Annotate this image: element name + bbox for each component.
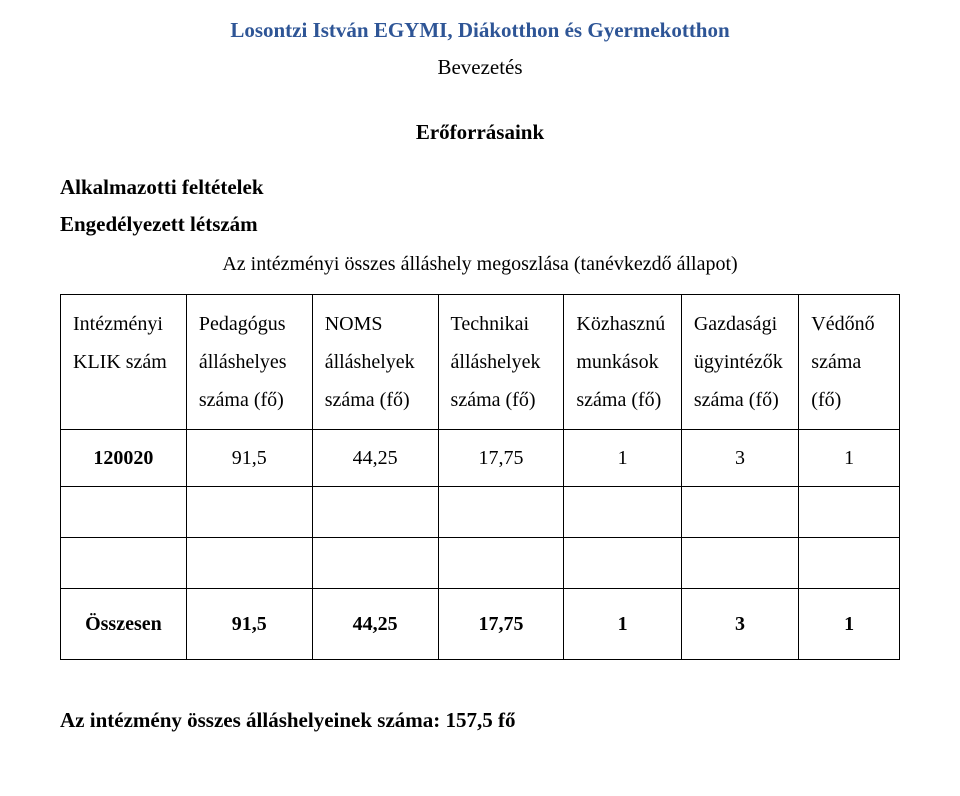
column-header-line: Közhasznú [576, 305, 668, 343]
table-header-row: IntézményiKLIK számPedagógusálláshelyess… [61, 295, 900, 430]
column-header-line: száma (fő) [811, 343, 887, 419]
table-empty-cell [564, 487, 681, 538]
column-header: IntézményiKLIK szám [61, 295, 187, 430]
table-cell: 1 [799, 430, 900, 487]
column-header-line: álláshelyes [199, 343, 300, 381]
subheading-employment: Alkalmazotti feltételek [60, 175, 900, 200]
table-footer-cell: 44,25 [312, 589, 438, 660]
positions-table: IntézményiKLIK számPedagógusálláshelyess… [60, 294, 900, 660]
table-empty-row [61, 538, 900, 589]
table-cell: 3 [681, 430, 798, 487]
table-footer-cell: 91,5 [186, 589, 312, 660]
column-header-line: Gazdasági [694, 305, 786, 343]
table-caption: Az intézményi összes álláshely megoszlás… [60, 253, 900, 276]
table-empty-cell [681, 487, 798, 538]
table-cell: 1 [564, 430, 681, 487]
table-footer-cell: 1 [799, 589, 900, 660]
table-footer-cell: 3 [681, 589, 798, 660]
table-empty-cell [681, 538, 798, 589]
column-header: Védőnőszáma (fő) [799, 295, 900, 430]
column-header: Pedagógusálláshelyesszáma (fő) [186, 295, 312, 430]
document-subtitle: Bevezetés [60, 55, 900, 80]
column-header: NOMSálláshelyekszáma (fő) [312, 295, 438, 430]
column-header: Gazdaságiügyintézőkszáma (fő) [681, 295, 798, 430]
column-header-line: Védőnő [811, 305, 887, 343]
column-header-line: száma (fő) [199, 381, 300, 419]
column-header-line: munkások [576, 343, 668, 381]
table-empty-cell [438, 487, 564, 538]
section-title: Erőforrásaink [60, 120, 900, 145]
column-header-line: száma (fő) [576, 381, 668, 419]
table-body: 12002091,544,2517,75131 [61, 430, 900, 589]
column-header-line: Intézményi [73, 305, 174, 343]
table-empty-cell [312, 538, 438, 589]
table-row: 12002091,544,2517,75131 [61, 430, 900, 487]
table-empty-cell [61, 487, 187, 538]
table-empty-cell [186, 538, 312, 589]
table-empty-row [61, 487, 900, 538]
table-empty-cell [61, 538, 187, 589]
column-header-line: száma (fő) [451, 381, 552, 419]
subheading-authorized: Engedélyezett létszám [60, 212, 900, 237]
column-header-line: Pedagógus [199, 305, 300, 343]
table-empty-cell [186, 487, 312, 538]
table-cell: 91,5 [186, 430, 312, 487]
table-empty-cell [799, 538, 900, 589]
table-empty-cell [564, 538, 681, 589]
column-header-line: KLIK szám [73, 343, 174, 381]
table-footer-cell: 1 [564, 589, 681, 660]
column-header: Közhasznúmunkásokszáma (fő) [564, 295, 681, 430]
table-footer: Összesen91,544,2517,75131 [61, 589, 900, 660]
column-header-line: Technikai [451, 305, 552, 343]
column-header-line: álláshelyek [325, 343, 426, 381]
table-footer-row: Összesen91,544,2517,75131 [61, 589, 900, 660]
column-header-line: száma (fő) [694, 381, 786, 419]
table-empty-cell [312, 487, 438, 538]
table-cell: 17,75 [438, 430, 564, 487]
table-cell: 44,25 [312, 430, 438, 487]
table-footer-cell: 17,75 [438, 589, 564, 660]
table-head: IntézményiKLIK számPedagógusálláshelyess… [61, 295, 900, 430]
column-header-line: száma (fő) [325, 381, 426, 419]
column-header: Technikaiálláshelyekszáma (fő) [438, 295, 564, 430]
document-page: Losontzi István EGYMI, Diákotthon és Gye… [0, 0, 960, 796]
table-empty-cell [438, 538, 564, 589]
total-positions-line: Az intézmény összes álláshelyeinek száma… [60, 708, 900, 733]
table-footer-cell: Összesen [61, 589, 187, 660]
table-cell: 120020 [61, 430, 187, 487]
table-empty-cell [799, 487, 900, 538]
column-header-line: álláshelyek [451, 343, 552, 381]
column-header-line: NOMS [325, 305, 426, 343]
document-title: Losontzi István EGYMI, Diákotthon és Gye… [60, 18, 900, 43]
column-header-line: ügyintézők [694, 343, 786, 381]
